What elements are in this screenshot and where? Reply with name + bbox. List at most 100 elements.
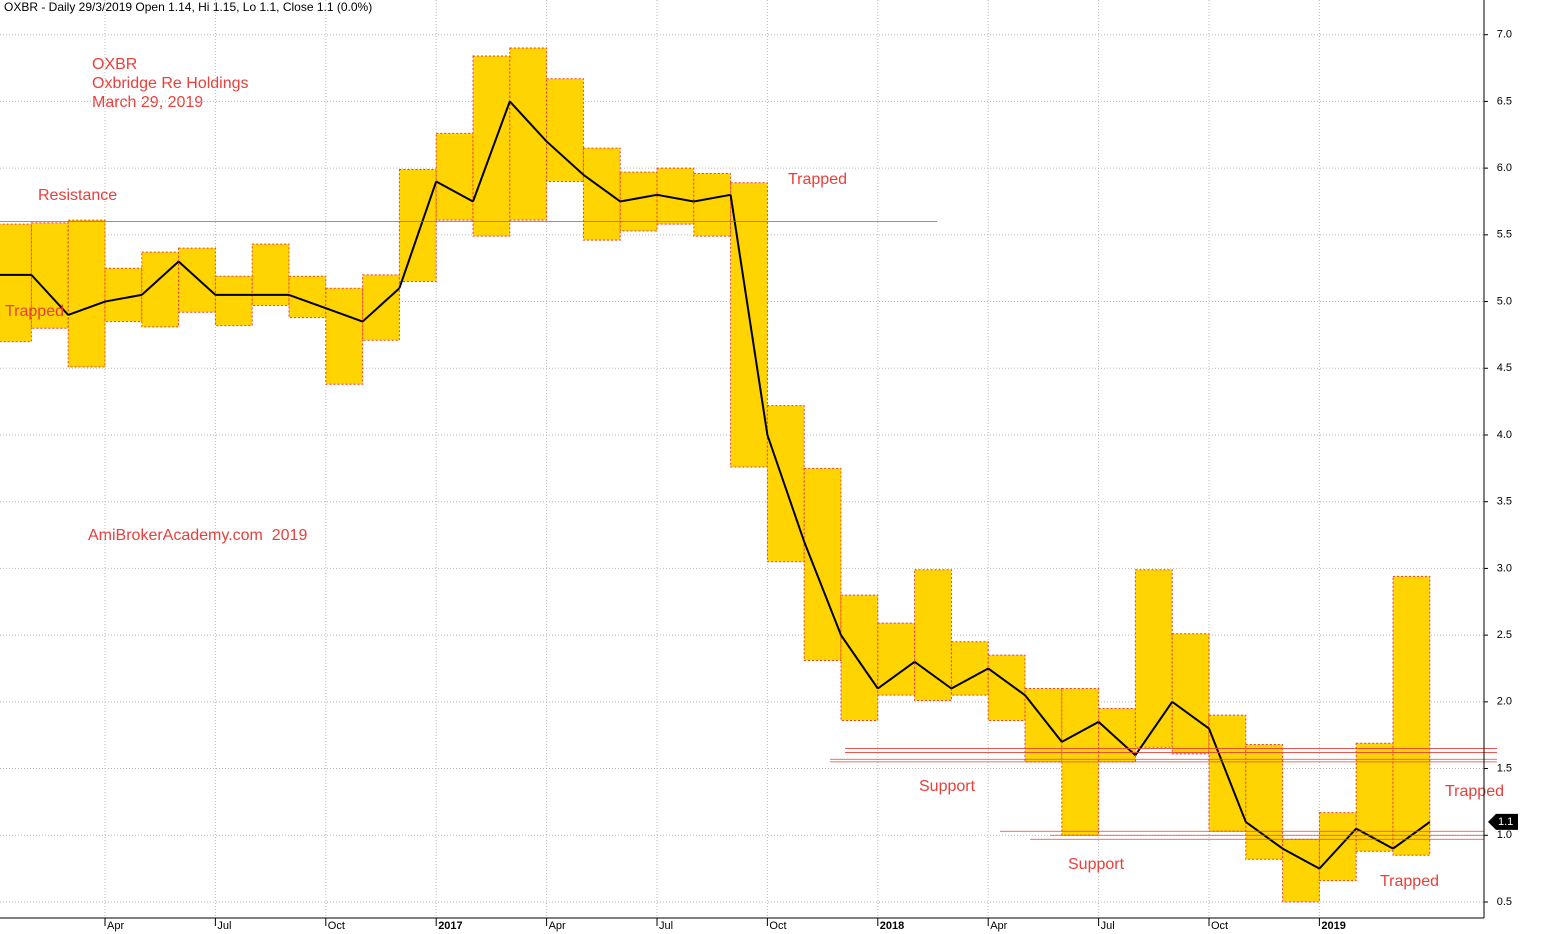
x-tick-label: Oct bbox=[1211, 920, 1228, 932]
price-line bbox=[803, 541, 842, 636]
price-line bbox=[1024, 694, 1063, 743]
price-line bbox=[30, 274, 69, 316]
annotation: Support bbox=[919, 778, 976, 795]
x-tick-label: 2018 bbox=[880, 920, 904, 932]
range-box bbox=[803, 467, 842, 661]
annotation: Support bbox=[1068, 856, 1125, 873]
price-line bbox=[67, 300, 106, 316]
y-tick-label: 4.5 bbox=[1497, 362, 1512, 374]
price-tag-label: 1.1 bbox=[1498, 816, 1513, 828]
range-box bbox=[398, 168, 437, 283]
range-box bbox=[987, 654, 1026, 722]
x-tick-label: Apr bbox=[990, 920, 1007, 932]
range-box bbox=[766, 405, 805, 563]
price-line bbox=[987, 667, 1026, 696]
x-tick-label: Apr bbox=[549, 920, 566, 932]
y-tick-label: 4.0 bbox=[1497, 429, 1512, 441]
price-line bbox=[509, 100, 548, 143]
price-line bbox=[141, 260, 180, 296]
price-line bbox=[398, 181, 438, 289]
range-box bbox=[1098, 708, 1136, 763]
annotation: Trapped bbox=[5, 303, 64, 320]
price-line bbox=[1355, 827, 1394, 850]
range-box bbox=[546, 78, 584, 182]
price-line bbox=[325, 307, 363, 323]
price-line bbox=[472, 101, 511, 202]
info-text: Oxbridge Re Holdings bbox=[92, 75, 249, 92]
y-tick-label: 3.5 bbox=[1497, 496, 1512, 508]
y-tick-label: 5.0 bbox=[1497, 295, 1512, 307]
range-box bbox=[472, 55, 511, 237]
range-box bbox=[582, 147, 621, 241]
price-tag bbox=[1488, 813, 1518, 830]
range-box bbox=[67, 219, 106, 368]
range-box bbox=[1171, 633, 1210, 755]
range-box bbox=[435, 132, 474, 221]
range-box bbox=[0, 223, 32, 343]
price-line bbox=[656, 193, 694, 203]
range-box bbox=[1355, 742, 1394, 852]
x-tick-label: Apr bbox=[107, 920, 124, 932]
x-tick-label: Jul bbox=[659, 920, 673, 932]
range-box bbox=[914, 569, 952, 702]
price-line bbox=[766, 434, 806, 543]
range-box bbox=[178, 247, 216, 313]
x-tick-label: 2019 bbox=[1321, 920, 1345, 932]
y-tick-label: 6.0 bbox=[1497, 162, 1512, 174]
price-line bbox=[1097, 721, 1137, 756]
x-tick-label: Oct bbox=[328, 920, 345, 932]
price-line bbox=[1134, 701, 1174, 756]
price-line bbox=[435, 180, 474, 203]
y-tick-label: 1.0 bbox=[1497, 829, 1512, 841]
annotation: Trapped bbox=[1380, 873, 1439, 890]
info-text: OXBR bbox=[92, 56, 137, 73]
price-line bbox=[914, 661, 952, 690]
range-box bbox=[362, 274, 400, 341]
price-line bbox=[177, 260, 217, 296]
x-tick-label: Jul bbox=[1101, 920, 1115, 932]
range-box bbox=[251, 243, 290, 307]
price-line bbox=[288, 293, 327, 310]
y-tick-label: 2.0 bbox=[1497, 696, 1512, 708]
x-tick-label: Jul bbox=[217, 920, 231, 932]
range-box bbox=[1318, 812, 1357, 882]
range-box bbox=[214, 275, 253, 327]
annotation: Trapped bbox=[788, 171, 847, 188]
price-line bbox=[620, 193, 658, 203]
price-line bbox=[950, 667, 989, 690]
range-box bbox=[1134, 569, 1173, 748]
chart-title: OXBR - Daily 29/3/2019 Open 1.14, Hi 1.1… bbox=[4, 0, 372, 14]
price-line bbox=[1061, 720, 1100, 743]
y-tick-label: 0.5 bbox=[1497, 896, 1512, 908]
y-tick-label: 7.0 bbox=[1497, 29, 1512, 41]
range-box bbox=[840, 594, 879, 722]
range-box bbox=[325, 287, 364, 385]
price-line bbox=[877, 661, 916, 690]
price-line bbox=[840, 634, 879, 690]
price-line bbox=[361, 287, 401, 323]
price-line bbox=[1282, 847, 1320, 870]
price-line bbox=[545, 140, 585, 176]
x-tick-label: Oct bbox=[769, 920, 786, 932]
range-box bbox=[1245, 744, 1284, 860]
annotation: Resistance bbox=[38, 187, 117, 204]
y-tick-label: 5.5 bbox=[1497, 229, 1512, 241]
range-box bbox=[1024, 688, 1063, 763]
watermark: AmiBrokerAcademy.com 2019 bbox=[88, 527, 307, 544]
price-line bbox=[1208, 728, 1247, 823]
price-line bbox=[693, 193, 731, 203]
y-tick-label: 3.0 bbox=[1497, 562, 1512, 574]
y-tick-label: 6.5 bbox=[1497, 95, 1512, 107]
annotation: Trapped bbox=[1445, 783, 1504, 800]
y-tick-label: 1.5 bbox=[1497, 762, 1512, 774]
price-line bbox=[1171, 701, 1210, 730]
range-box bbox=[950, 641, 989, 696]
range-box bbox=[1282, 838, 1320, 903]
price-line bbox=[104, 293, 142, 303]
x-tick-label: 2017 bbox=[438, 920, 462, 932]
price-line bbox=[582, 173, 621, 203]
range-box bbox=[693, 172, 732, 237]
range-box bbox=[104, 267, 143, 323]
price-line bbox=[729, 194, 769, 436]
